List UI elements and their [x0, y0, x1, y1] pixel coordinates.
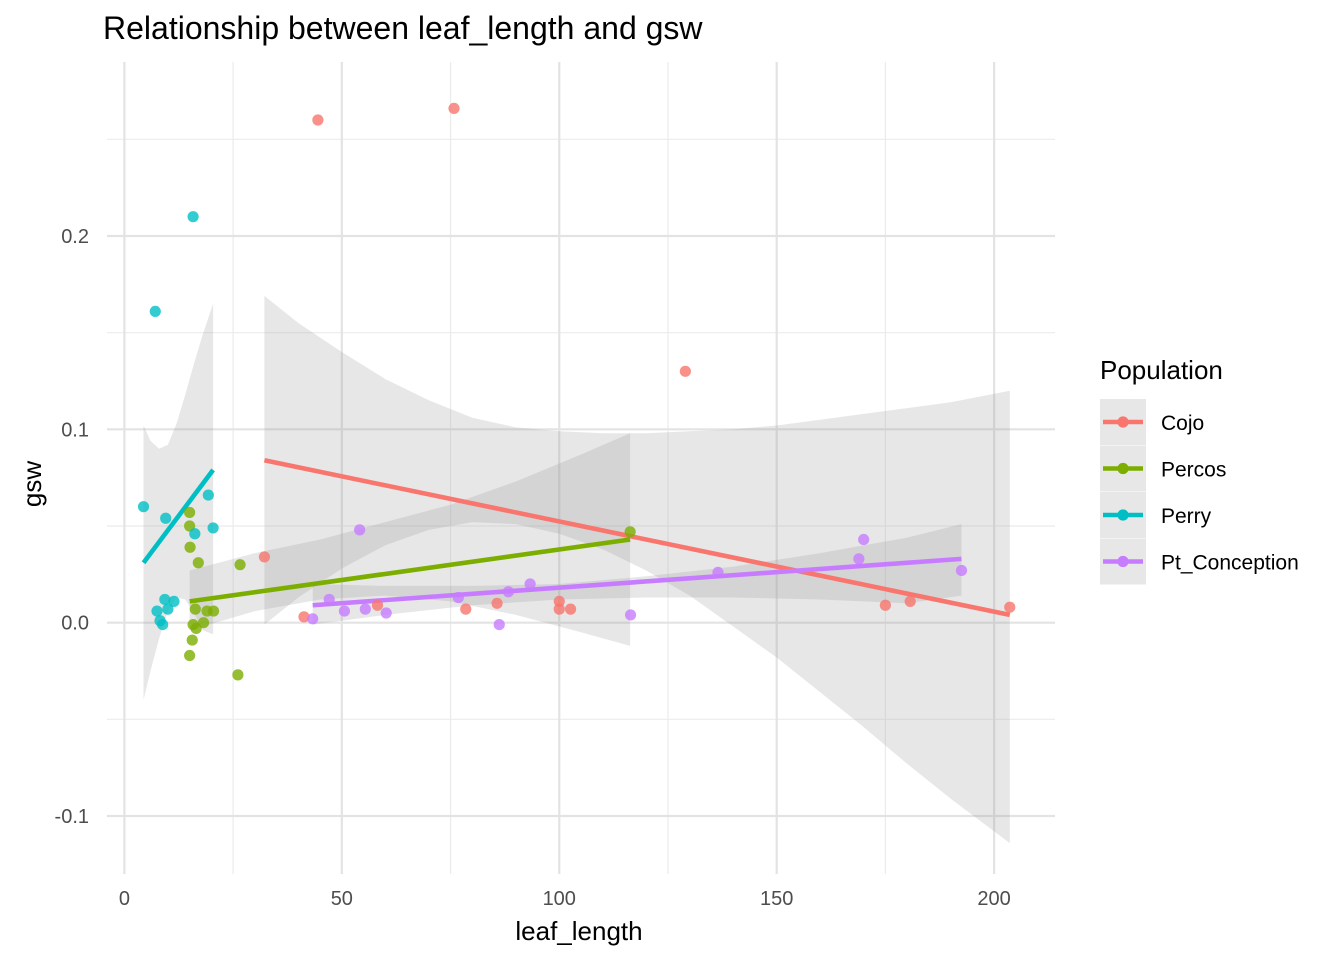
- legend-key-point: [1117, 555, 1129, 568]
- data-point-perry: [187, 211, 199, 223]
- data-point-pt-conception: [323, 593, 335, 606]
- confidence-band-perry: [143, 303, 214, 700]
- data-point-perry: [160, 512, 172, 524]
- legend-item-cojo: Cojo: [1100, 399, 1204, 445]
- data-point-percos: [192, 557, 204, 569]
- fit-line-perry: [141, 468, 215, 565]
- data-point-pt-conception: [955, 564, 968, 577]
- confidence-bands: [143, 295, 1010, 844]
- legend: Population Cojo Percos Perry Pt_Conception: [1100, 355, 1299, 585]
- data-point-pt-conception: [858, 533, 870, 546]
- chart-title: Relationship between leaf_length and gsw: [103, 10, 703, 46]
- y-axis-title: gsw: [17, 461, 47, 507]
- fit-lines: [141, 458, 1011, 618]
- confidence-band-pt-conception: [312, 524, 962, 625]
- legend-items: Cojo Percos Perry Pt_Conception: [1100, 399, 1299, 585]
- fit-line-pt-conception: [312, 556, 962, 608]
- data-point-pt-conception: [380, 607, 392, 619]
- data-points: [137, 102, 1016, 681]
- data-point-cojo: [460, 603, 472, 615]
- data-point-percos: [207, 605, 220, 617]
- y-axis-ticks: -0.1 0.0 0.1 0.2: [55, 226, 89, 828]
- x-tick-label: 150: [760, 888, 793, 910]
- data-point-percos: [184, 506, 196, 519]
- y-tick-label: 0.2: [61, 226, 89, 248]
- data-point-percos: [234, 559, 246, 571]
- legend-label: Percos: [1161, 459, 1226, 482]
- data-point-percos: [184, 649, 196, 662]
- y-tick-label: -0.1: [55, 806, 89, 828]
- data-point-pt-conception: [502, 586, 514, 598]
- confidence-band-cojo: [264, 295, 1010, 844]
- grid-major: [107, 62, 1055, 874]
- x-tick-label: 200: [977, 888, 1010, 910]
- legend-item-perry: Perry: [1100, 492, 1212, 538]
- data-point-cojo: [564, 603, 577, 615]
- data-point-cojo: [679, 365, 691, 377]
- legend-label: Cojo: [1161, 412, 1204, 435]
- data-point-perry: [159, 593, 171, 606]
- data-point-cojo: [371, 599, 384, 611]
- x-tick-label: 100: [543, 888, 576, 910]
- x-axis-ticks: 0 50 100 150 200: [119, 888, 1011, 910]
- data-point-pt-conception: [712, 566, 724, 579]
- data-point-cojo: [553, 595, 565, 608]
- legend-item-pt-conception: Pt_Conception: [1100, 538, 1299, 585]
- x-axis-title: leaf_length: [515, 916, 642, 946]
- data-point-pt-conception: [452, 591, 464, 604]
- fit-line-cojo: [263, 458, 1011, 618]
- data-point-percos: [624, 526, 636, 538]
- data-point-cojo: [879, 599, 892, 611]
- data-point-perry: [137, 501, 150, 513]
- data-point-perry: [168, 595, 180, 608]
- data-point-perry: [189, 528, 201, 540]
- data-point-percos: [184, 541, 196, 553]
- data-point-cojo: [298, 611, 310, 623]
- data-point-cojo: [553, 603, 565, 615]
- data-point-percos: [232, 669, 244, 681]
- data-point-percos: [189, 603, 201, 615]
- data-point-perry: [151, 605, 163, 617]
- data-point-pt-conception: [624, 609, 637, 621]
- data-point-perry: [157, 619, 169, 631]
- legend-title: Population: [1100, 355, 1223, 385]
- data-point-pt-conception: [853, 553, 865, 565]
- data-point-cojo: [448, 102, 460, 114]
- data-point-percos: [186, 634, 198, 646]
- legend-label: Pt_Conception: [1161, 552, 1299, 575]
- data-point-perry: [149, 305, 161, 317]
- data-point-cojo: [904, 595, 916, 608]
- data-point-percos: [197, 617, 210, 629]
- data-point-pt-conception: [338, 605, 351, 617]
- legend-key-point: [1117, 462, 1129, 475]
- data-point-perry: [202, 489, 214, 501]
- legend-item-percos: Percos: [1100, 445, 1226, 492]
- legend-label: Perry: [1161, 505, 1212, 528]
- data-point-pt-conception: [359, 603, 371, 615]
- data-point-pt-conception: [354, 524, 366, 536]
- y-tick-label: 0.1: [61, 419, 89, 441]
- data-point-pt-conception: [493, 619, 505, 631]
- panel: [107, 62, 1055, 874]
- data-point-cojo: [491, 597, 503, 609]
- data-point-pt-conception: [307, 613, 319, 625]
- y-tick-label: 0.0: [61, 613, 89, 635]
- x-tick-label: 0: [119, 888, 130, 910]
- x-tick-label: 50: [331, 888, 353, 910]
- legend-key-point: [1117, 416, 1129, 428]
- data-point-cojo: [258, 551, 271, 563]
- data-point-cojo: [312, 114, 324, 126]
- fit-line-percos: [189, 537, 631, 604]
- data-point-cojo: [1004, 601, 1016, 613]
- data-point-perry: [162, 603, 174, 615]
- legend-key-point: [1117, 509, 1129, 521]
- data-point-pt-conception: [524, 578, 536, 590]
- data-point-perry: [207, 522, 219, 534]
